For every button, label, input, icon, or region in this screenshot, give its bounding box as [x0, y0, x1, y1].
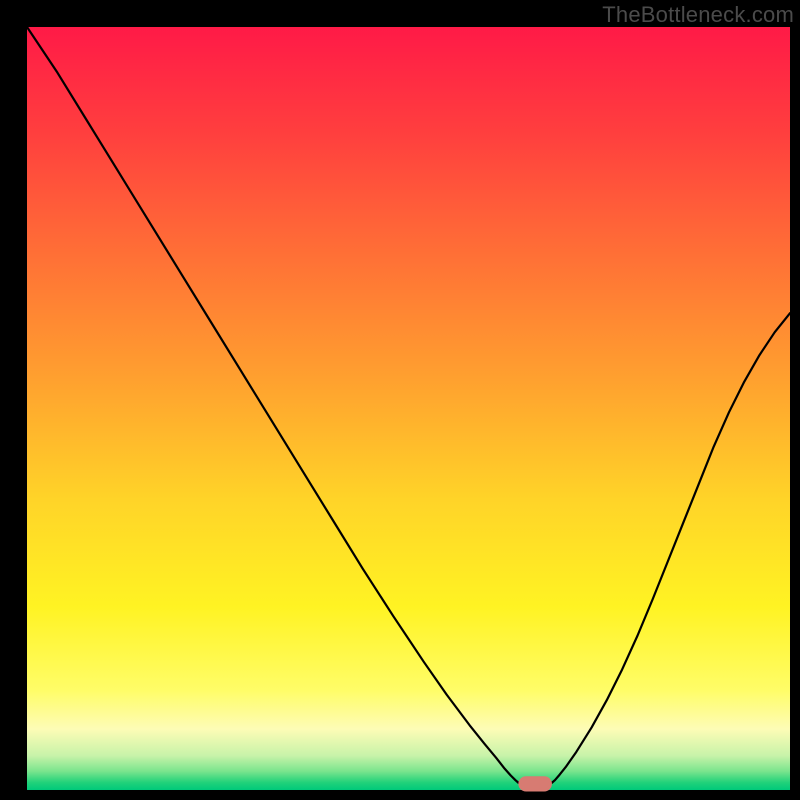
- chart-background: [27, 27, 790, 790]
- attribution-text: TheBottleneck.com: [602, 2, 794, 28]
- optimal-point-marker: [518, 776, 552, 791]
- chart-container: TheBottleneck.com: [0, 0, 800, 800]
- bottleneck-chart: [0, 0, 800, 800]
